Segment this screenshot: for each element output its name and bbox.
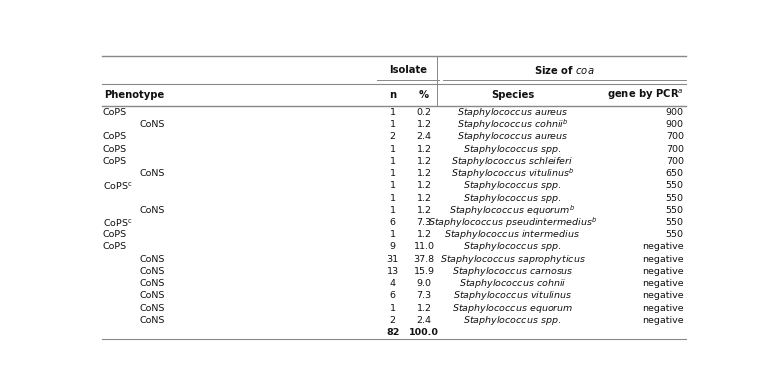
Text: $\it{Staphylococcus\ cohnii}$: $\it{Staphylococcus\ cohnii}$ — [459, 277, 566, 290]
Text: Size of $\it{coa}$: Size of $\it{coa}$ — [534, 64, 594, 76]
Text: 6: 6 — [389, 291, 396, 300]
Text: 2: 2 — [389, 132, 396, 141]
Text: 1: 1 — [389, 145, 396, 154]
Text: $\it{Staphylococcus\ aureus}$: $\it{Staphylococcus\ aureus}$ — [457, 106, 568, 119]
Text: 1.2: 1.2 — [417, 169, 431, 178]
Text: 1: 1 — [389, 120, 396, 129]
Text: 700: 700 — [666, 132, 684, 141]
Text: 100.0: 100.0 — [409, 328, 439, 337]
Text: $\it{Staphylococcus\ equorum}$: $\it{Staphylococcus\ equorum}$ — [451, 301, 573, 315]
Text: 550: 550 — [666, 218, 684, 227]
Text: 1: 1 — [389, 181, 396, 191]
Text: CoPS: CoPS — [103, 145, 127, 154]
Text: 7.3: 7.3 — [416, 218, 431, 227]
Text: 2: 2 — [389, 316, 396, 325]
Text: 1: 1 — [389, 157, 396, 166]
Text: 1.2: 1.2 — [417, 304, 431, 313]
Text: CoNS: CoNS — [139, 291, 165, 300]
Text: CoPS$^{\sf{c}}$: CoPS$^{\sf{c}}$ — [103, 217, 132, 229]
Text: 1.2: 1.2 — [417, 230, 431, 239]
Text: %: % — [419, 90, 429, 100]
Text: 1: 1 — [389, 230, 396, 239]
Text: 1.2: 1.2 — [417, 206, 431, 215]
Text: 31: 31 — [386, 255, 399, 264]
Text: CoPS: CoPS — [103, 132, 127, 141]
Text: 900: 900 — [666, 120, 684, 129]
Text: CoNS: CoNS — [139, 255, 165, 264]
Text: 1.2: 1.2 — [417, 145, 431, 154]
Text: 2.4: 2.4 — [417, 316, 431, 325]
Text: 1: 1 — [389, 108, 396, 117]
Text: $\it{Staphylococcus\ spp.}$: $\it{Staphylococcus\ spp.}$ — [464, 192, 562, 204]
Text: $\it{Staphylococcus\ intermedius}$: $\it{Staphylococcus\ intermedius}$ — [444, 228, 581, 241]
Text: 1: 1 — [389, 194, 396, 203]
Text: $\it{Staphylococcus\ carnosus}$: $\it{Staphylococcus\ carnosus}$ — [451, 265, 573, 278]
Text: 550: 550 — [666, 230, 684, 239]
Text: CoNS: CoNS — [139, 279, 165, 288]
Text: n: n — [389, 90, 396, 100]
Text: $\it{Staphylococcus\ equorum}$$^{\mathit{b}}$: $\it{Staphylococcus\ equorum}$$^{\mathit… — [449, 203, 575, 218]
Text: CoNS: CoNS — [139, 316, 165, 325]
Text: $\it{Staphylococcus\ spp.}$: $\it{Staphylococcus\ spp.}$ — [464, 314, 562, 327]
Text: CoNS: CoNS — [139, 304, 165, 313]
Text: $\it{Staphylococcus\ spp.}$: $\it{Staphylococcus\ spp.}$ — [464, 179, 562, 192]
Text: 1.2: 1.2 — [417, 194, 431, 203]
Text: 1: 1 — [389, 169, 396, 178]
Text: 37.8: 37.8 — [414, 255, 435, 264]
Text: $\it{Staphylococcus\ vitulinus}$$^{\mathit{b}}$: $\it{Staphylococcus\ vitulinus}$$^{\math… — [451, 166, 575, 181]
Text: 650: 650 — [666, 169, 684, 178]
Text: $\it{Staphylococcus\ spp.}$: $\it{Staphylococcus\ spp.}$ — [464, 143, 562, 156]
Text: $\it{Staphylococcus\ saprophyticus}$: $\it{Staphylococcus\ saprophyticus}$ — [440, 253, 585, 266]
Text: 900: 900 — [666, 108, 684, 117]
Text: 4: 4 — [389, 279, 396, 288]
Text: 1.2: 1.2 — [417, 181, 431, 191]
Text: 2.4: 2.4 — [417, 132, 431, 141]
Text: negative: negative — [642, 255, 684, 264]
Text: 550: 550 — [666, 206, 684, 215]
Text: 550: 550 — [666, 181, 684, 191]
Text: $\it{Staphylococcus\ spp.}$: $\it{Staphylococcus\ spp.}$ — [464, 241, 562, 253]
Text: 82: 82 — [386, 328, 399, 337]
Text: 1: 1 — [389, 304, 396, 313]
Text: Isolate: Isolate — [389, 65, 428, 75]
Text: CoPS: CoPS — [103, 242, 127, 251]
Text: CoPS: CoPS — [103, 157, 127, 166]
Text: negative: negative — [642, 316, 684, 325]
Text: $\it{Staphylococcus\ vitulinus}$: $\it{Staphylococcus\ vitulinus}$ — [453, 289, 572, 302]
Text: 15.9: 15.9 — [414, 267, 435, 276]
Text: negative: negative — [642, 291, 684, 300]
Text: 11.0: 11.0 — [414, 242, 435, 251]
Text: gene by PCR$^a$: gene by PCR$^a$ — [607, 88, 684, 102]
Text: 9: 9 — [389, 242, 396, 251]
Text: negative: negative — [642, 267, 684, 276]
Text: $\it{Staphylococcus\ aureus}$: $\it{Staphylococcus\ aureus}$ — [457, 130, 568, 144]
Text: negative: negative — [642, 304, 684, 313]
Text: 1.2: 1.2 — [417, 120, 431, 129]
Text: $\it{Staphylococcus\ pseudintermedius}$$^{\mathit{b}}$: $\it{Staphylococcus\ pseudintermedius}$$… — [428, 215, 597, 230]
Text: 1: 1 — [389, 206, 396, 215]
Text: 7.3: 7.3 — [416, 291, 431, 300]
Text: 700: 700 — [666, 145, 684, 154]
Text: CoNS: CoNS — [139, 169, 165, 178]
Text: CoNS: CoNS — [139, 267, 165, 276]
Text: $\it{Staphylococcus\ cohnii}$$^{\mathit{b}}$: $\it{Staphylococcus\ cohnii}$$^{\mathit{… — [457, 117, 568, 132]
Text: Species: Species — [491, 90, 534, 100]
Text: 9.0: 9.0 — [417, 279, 431, 288]
Text: negative: negative — [642, 242, 684, 251]
Text: $\it{Staphylococcus\ schleiferi}$: $\it{Staphylococcus\ schleiferi}$ — [451, 155, 574, 168]
Text: 13: 13 — [386, 267, 399, 276]
Text: CoNS: CoNS — [139, 206, 165, 215]
Text: CoNS: CoNS — [139, 120, 165, 129]
Text: 700: 700 — [666, 157, 684, 166]
Text: 1.2: 1.2 — [417, 157, 431, 166]
Text: CoPS: CoPS — [103, 108, 127, 117]
Text: CoPS$^{\sf{c}}$: CoPS$^{\sf{c}}$ — [103, 180, 132, 192]
Text: 0.2: 0.2 — [417, 108, 431, 117]
Text: Phenotype: Phenotype — [104, 90, 164, 100]
Text: negative: negative — [642, 279, 684, 288]
Text: CoPS: CoPS — [103, 230, 127, 239]
Text: 6: 6 — [389, 218, 396, 227]
Text: 550: 550 — [666, 194, 684, 203]
